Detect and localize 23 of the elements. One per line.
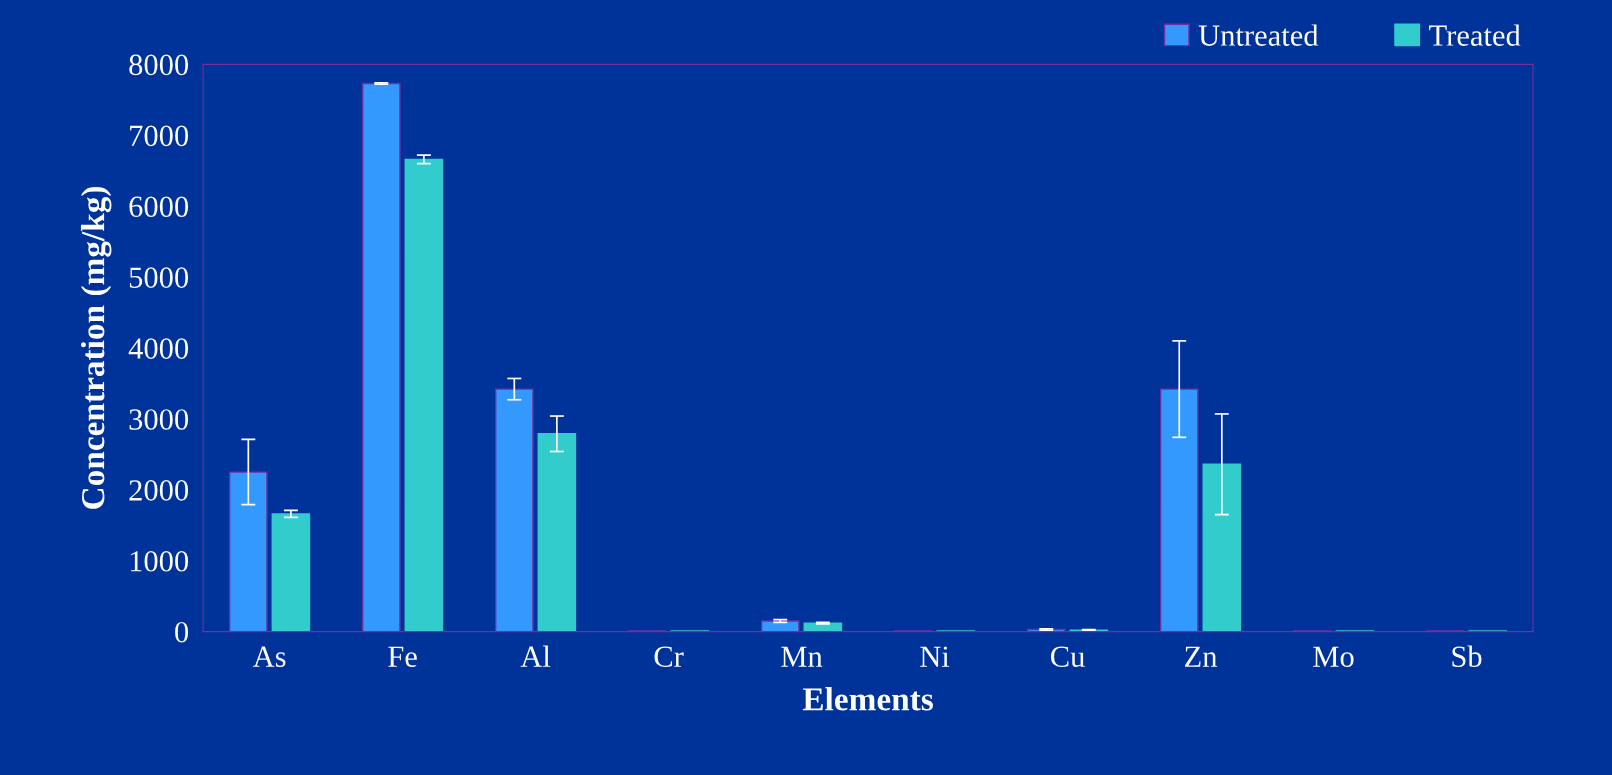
y-tick-label: 5000 xyxy=(129,267,189,288)
x-tick-label: Sb xyxy=(1452,645,1482,668)
x-tick-label: Mo xyxy=(1313,646,1354,668)
legend-label: Untreated xyxy=(1198,24,1319,46)
x-tick-label: Cr xyxy=(654,646,684,668)
y-tick-label: 1000 xyxy=(130,550,189,572)
x-tick-label: Cu xyxy=(1050,646,1085,668)
x-tick-label: As xyxy=(252,646,286,668)
x-tick-label: Al xyxy=(520,645,551,667)
y-tick-label: 3000 xyxy=(129,409,189,430)
x-axis-title: Elements xyxy=(802,687,933,711)
y-tick-label: 4000 xyxy=(128,338,189,359)
x-tick-label: Mn xyxy=(781,646,823,667)
y-axis-title: Concentration (mg/kg) xyxy=(80,186,112,509)
legend-label: Treated xyxy=(1429,24,1521,46)
x-tick-label: Zn xyxy=(1185,646,1218,667)
y-tick-label: 8000 xyxy=(129,54,189,76)
y-tick-label: 6000 xyxy=(129,196,189,218)
x-tick-label: Ni xyxy=(920,646,950,667)
y-tick-label: 7000 xyxy=(130,125,189,147)
x-tick-label: Fe xyxy=(388,646,417,668)
y-tick-label: 2000 xyxy=(129,480,189,501)
y-tick-label: 0 xyxy=(175,621,189,643)
